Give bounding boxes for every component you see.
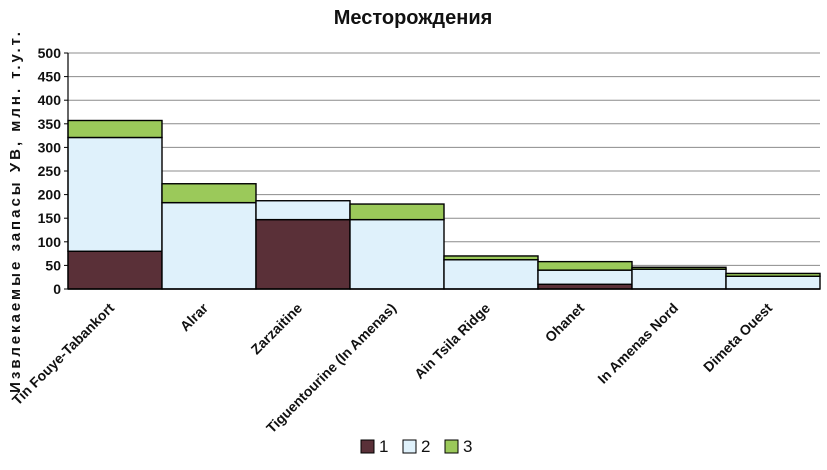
bar-segment <box>161 201 257 290</box>
x-tick-label: Alrar <box>177 299 212 334</box>
bar-segment <box>537 260 633 271</box>
x-tick-label: In Amenas Nord <box>594 300 681 387</box>
y-tick-label: 400 <box>38 92 62 108</box>
y-tick-label: 200 <box>38 187 62 203</box>
bar-segment <box>631 266 727 270</box>
bar-segment <box>537 283 633 290</box>
y-tick-label: 100 <box>38 234 62 250</box>
bar-segment <box>255 218 351 290</box>
bar-segment <box>67 136 163 252</box>
x-tick-label: Dimeta Ouest <box>700 300 775 375</box>
legend-swatch <box>402 439 417 454</box>
bar-segment <box>443 255 539 261</box>
bar-segment <box>631 268 727 290</box>
legend-swatch <box>444 439 459 454</box>
bar-segment <box>255 200 351 221</box>
x-tick-label: Ohanet <box>542 300 588 346</box>
legend-swatch <box>360 439 375 454</box>
axes <box>67 53 820 290</box>
y-axis-label: Извлекаемые запасы УВ, млн. т.у.т. <box>7 29 24 393</box>
y-tick-label: 50 <box>45 257 61 273</box>
y-tick-label: 350 <box>38 116 62 132</box>
chart-title: Месторождения <box>334 7 493 29</box>
legend-label: 1 <box>379 437 388 456</box>
y-tick-labels: 0 50 100 150 200 250 300 350 400 450 500 <box>38 45 62 297</box>
bar-segment <box>67 119 163 139</box>
legend-label: 3 <box>463 437 472 456</box>
x-tick-label: Zarzaitine <box>248 300 306 358</box>
bar-segment <box>67 250 163 290</box>
x-tick-label: Tin Fouye-Tabankort <box>9 300 118 409</box>
y-tick-label: 300 <box>38 139 62 155</box>
bars <box>67 119 821 290</box>
legend-label: 2 <box>421 437 430 456</box>
legend: 1 2 3 <box>360 437 472 456</box>
bar-segment <box>725 272 821 277</box>
bar-segment <box>443 259 539 290</box>
y-tick-label: 150 <box>38 210 62 226</box>
bar-segment <box>725 275 821 290</box>
bar-segment <box>349 203 445 221</box>
bar-segment <box>537 269 633 285</box>
bar-segment <box>349 218 445 290</box>
bar-segment <box>161 183 257 204</box>
y-tick-label: 0 <box>53 281 61 297</box>
x-tick-labels: Tin Fouye-Tabankort Alrar ZarzaitineTiguen… <box>9 299 776 436</box>
x-tick-label: Ain Tsila Ridge <box>411 300 493 382</box>
y-tick-label: 500 <box>38 45 62 61</box>
y-tick-label: 250 <box>38 163 62 179</box>
y-tick-label: 450 <box>38 69 62 85</box>
